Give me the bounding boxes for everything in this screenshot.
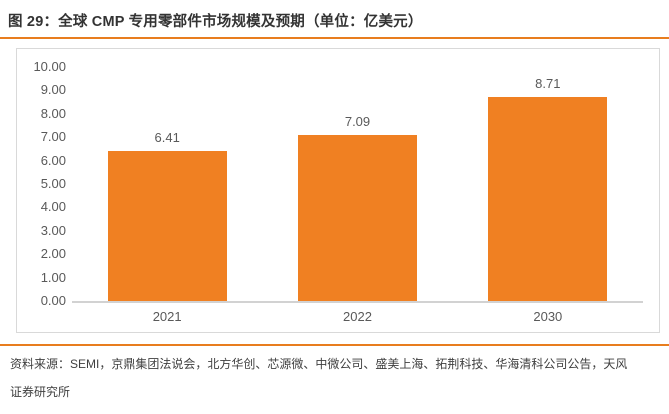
bar-value-label: 6.41 — [154, 130, 180, 145]
y-axis-tick-label: 6.00 — [40, 152, 66, 168]
bar-value-label: 7.09 — [344, 114, 371, 130]
figure-bottom-rule — [0, 344, 669, 346]
y-axis-tick-label: 9.00 — [40, 82, 66, 98]
y-axis-tick-label: 4.00 — [40, 199, 66, 215]
title-underline-rule — [0, 37, 669, 39]
x-axis-category-label: 2022 — [343, 309, 372, 324]
bar-2022 — [298, 135, 417, 301]
source-note-line-2: 证券研究所 — [10, 385, 71, 399]
y-axis-tick-label: 0.00 — [40, 293, 66, 308]
figure-title: 图 29：全球 CMP 专用零部件市场规模及预期（单位：亿美元） — [8, 14, 423, 30]
y-axis-tick-label: 5.00 — [40, 176, 66, 191]
y-axis-tick-label: 10.00 — [33, 59, 66, 74]
y-axis-tick-label: 1.00 — [40, 269, 66, 285]
bar-2021 — [107, 151, 227, 301]
y-axis-tick-label: 7.00 — [40, 129, 66, 145]
y-axis-tick-label: 2.00 — [40, 246, 66, 262]
y-axis-tick-label: 3.00 — [40, 222, 66, 238]
x-axis-line — [72, 301, 643, 303]
source-note-line-1: 资料来源：SEMI，京鼎集团法说会，北方华创、芯源微、中微公司、盛美上海、拓荆科… — [10, 357, 628, 371]
x-axis-category-label: 2030 — [533, 309, 563, 324]
y-axis-tick-label: 8.00 — [40, 105, 66, 121]
bar-2030 — [488, 97, 608, 301]
chart-area: 10.00 9.00 8.00 7.00 6.00 5.00 4.00 3.00 2.00 1.0… — [16, 48, 660, 333]
x-axis-category-label: 2021 — [152, 309, 182, 324]
chart-plot: 10.00 9.00 8.00 7.00 6.00 5.00 4.00 3.00 2.00 1.0… — [17, 49, 659, 332]
source-note: 资料来源：SEMI，京鼎集团法说会，北方华创、芯源微、中微公司、盛美上海、拓荆科… — [10, 350, 662, 406]
bar-value-label: 8.71 — [535, 76, 561, 92]
